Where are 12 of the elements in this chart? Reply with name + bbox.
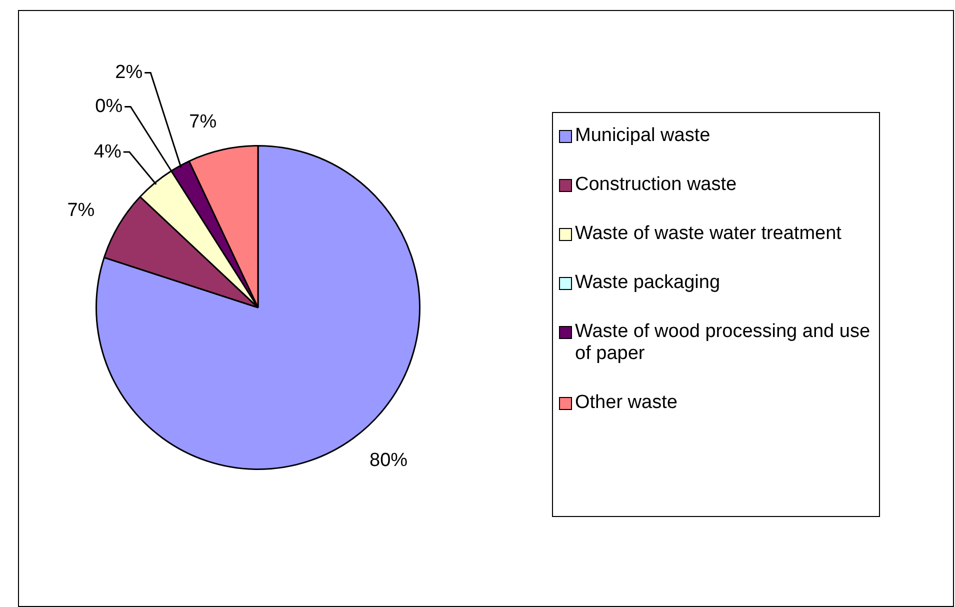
legend-label: Waste of waste water treatment: [575, 223, 842, 245]
legend-label: Waste of wood processing and use of paper: [575, 321, 872, 365]
legend-label: Construction waste: [575, 174, 737, 196]
legend-label: Other waste: [575, 392, 678, 414]
data-label: 7%: [67, 200, 95, 222]
text: 0%: [95, 96, 123, 117]
legend-label: Waste packaging: [575, 272, 720, 294]
data-label: 4%: [94, 141, 122, 162]
legend-label: Municipal waste: [575, 125, 710, 147]
data-label: 7%: [189, 112, 217, 133]
data-label: 80%: [370, 450, 408, 472]
data-label: 2%: [115, 62, 143, 83]
